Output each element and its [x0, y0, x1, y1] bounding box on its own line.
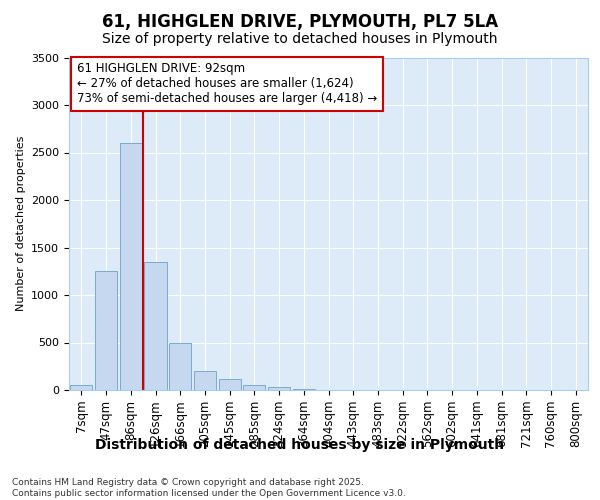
Text: 61 HIGHGLEN DRIVE: 92sqm
← 27% of detached houses are smaller (1,624)
73% of sem: 61 HIGHGLEN DRIVE: 92sqm ← 27% of detach… [77, 62, 377, 106]
Bar [243, 385, 265, 390]
Text: Size of property relative to detached houses in Plymouth: Size of property relative to detached ho… [102, 32, 498, 46]
Bar [293, 389, 315, 390]
Bar [95, 271, 117, 390]
Text: Distribution of detached houses by size in Plymouth: Distribution of detached houses by size … [95, 438, 505, 452]
Bar [70, 385, 92, 390]
Bar [169, 342, 191, 390]
Text: Contains HM Land Registry data © Crown copyright and database right 2025.
Contai: Contains HM Land Registry data © Crown c… [12, 478, 406, 498]
Bar [194, 371, 216, 390]
Text: 61, HIGHGLEN DRIVE, PLYMOUTH, PL7 5LA: 61, HIGHGLEN DRIVE, PLYMOUTH, PL7 5LA [102, 12, 498, 30]
Bar [218, 378, 241, 390]
Bar [268, 386, 290, 390]
Bar [119, 143, 142, 390]
Y-axis label: Number of detached properties: Number of detached properties [16, 136, 26, 312]
Bar [145, 262, 167, 390]
